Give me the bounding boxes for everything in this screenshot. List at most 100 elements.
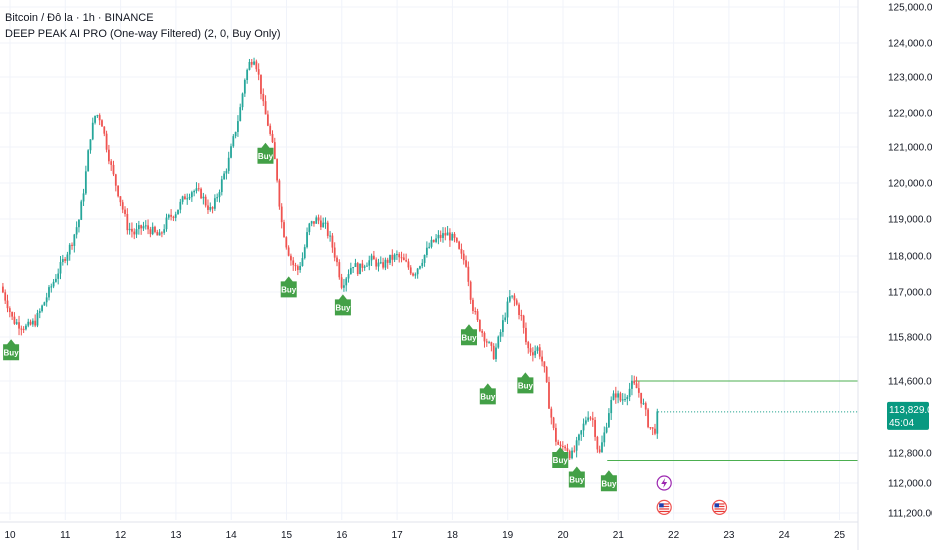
candle-body <box>446 232 449 236</box>
symbol-title[interactable]: Bitcoin / Đô la · 1h · BINANCE <box>5 12 154 24</box>
candle-body <box>313 221 315 224</box>
candle-body <box>319 220 322 228</box>
candle-body <box>101 120 103 127</box>
candle-body <box>363 266 366 268</box>
buy-label-box <box>552 447 569 468</box>
candle-body <box>119 196 122 203</box>
candle-body <box>490 342 493 346</box>
candle-body <box>18 322 20 329</box>
candle-body <box>631 380 633 389</box>
candle-body <box>465 260 467 267</box>
candle-body <box>174 214 177 218</box>
candle-body <box>336 257 338 263</box>
candle-body <box>186 198 189 200</box>
candle-body <box>412 273 414 276</box>
candle-body <box>78 219 80 228</box>
candle-body <box>458 241 461 249</box>
price-tick-label: 112,800.00 <box>888 449 932 460</box>
candle-body <box>333 247 336 258</box>
candle-body <box>248 61 251 70</box>
buy-label-text: Buy <box>518 381 534 390</box>
candle-body <box>488 342 490 344</box>
candle-body <box>200 188 202 199</box>
candle-body <box>278 180 281 207</box>
time-tick-label: 24 <box>779 530 791 541</box>
candle-body <box>527 342 530 349</box>
candle-body <box>649 427 652 429</box>
candle-body <box>193 190 196 193</box>
candle-body <box>147 225 149 230</box>
candle-body <box>559 444 562 447</box>
candle-body <box>621 399 624 401</box>
candle-body <box>190 192 193 198</box>
candle-body <box>324 222 327 224</box>
candle-body <box>239 107 242 122</box>
candle-body <box>425 247 428 255</box>
candle-body <box>654 428 656 434</box>
candle-body <box>368 260 371 266</box>
candle-body <box>230 146 232 158</box>
candle-body <box>237 121 239 132</box>
candle-body <box>128 228 131 231</box>
candle-body <box>52 281 55 287</box>
candle-body <box>347 274 350 279</box>
candle-body <box>343 285 345 288</box>
candle-body <box>515 300 518 305</box>
candle-body <box>117 185 120 197</box>
candle-body <box>177 209 179 215</box>
flag-stripe <box>714 505 725 508</box>
time-tick-label: 22 <box>668 530 680 541</box>
candle-body <box>444 233 447 236</box>
candle-body <box>400 257 403 259</box>
candle-body <box>612 393 615 400</box>
candle-body <box>121 202 124 210</box>
candle-body <box>114 174 117 186</box>
candle-body <box>151 226 154 235</box>
candle-body <box>356 263 359 275</box>
price-tick-label: 119,000.00 <box>888 215 932 226</box>
candle-body <box>561 446 564 448</box>
buy-label-text: Buy <box>258 152 274 161</box>
candle-body <box>156 231 159 236</box>
buy-label-text: Buy <box>461 333 477 342</box>
candle-body <box>296 266 299 271</box>
candle-body <box>96 115 99 117</box>
candle-body <box>499 332 502 337</box>
buy-label-box <box>479 383 496 405</box>
candle-body <box>591 418 594 420</box>
price-tick-label: 112,000.00 <box>888 479 932 490</box>
price-tick-label: 120,000.00 <box>888 179 932 190</box>
candle-body <box>437 234 440 239</box>
candle-body <box>349 268 352 275</box>
candle-body <box>271 133 274 143</box>
candle-body <box>472 299 474 312</box>
candle-body <box>578 434 580 441</box>
candle-body <box>557 441 560 445</box>
buy-signal: Buy <box>257 142 274 164</box>
time-tick-label: 13 <box>170 530 182 541</box>
candle-body <box>317 217 320 221</box>
candles <box>2 57 659 461</box>
candle-body <box>64 259 67 261</box>
candle-body <box>354 263 357 267</box>
candle-body <box>2 286 4 293</box>
candle-body <box>209 207 212 210</box>
candle-body <box>359 263 361 275</box>
candle-body <box>322 222 325 228</box>
time-tick-label: 20 <box>557 530 569 541</box>
buy-signal: Buy <box>334 294 351 316</box>
price-axis: 125,000.00 124,000.00 123,000.00 122,000.00… <box>857 0 932 550</box>
candle-body <box>260 74 262 94</box>
candle-body <box>492 345 495 360</box>
buy-label-box <box>600 470 617 492</box>
candle-body <box>310 221 313 224</box>
candle-body <box>202 196 205 199</box>
candle-body <box>366 265 368 267</box>
candle-body <box>68 244 71 255</box>
indicator-title[interactable]: DEEP PEAK AI PRO (One-way Filtered) (2, … <box>5 28 281 40</box>
time-tick-label: 25 <box>834 530 846 541</box>
candle-body <box>467 266 470 282</box>
candle-body <box>207 205 209 210</box>
